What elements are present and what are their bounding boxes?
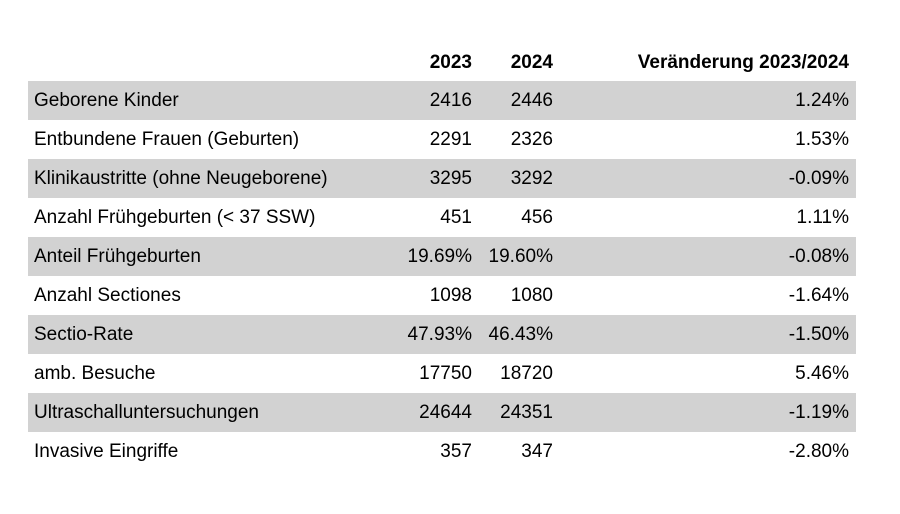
- value-change: -1.50%: [788, 323, 849, 345]
- value-2024: 456: [521, 206, 553, 228]
- value-2023: 2291: [429, 128, 472, 150]
- value-2024: 2326: [510, 128, 553, 150]
- row-label: Ultraschalluntersuchungen: [34, 401, 259, 423]
- table-row: Klinikaustritte (ohne Neugeborene) 3295 …: [28, 159, 856, 198]
- value-change: -0.09%: [788, 167, 849, 189]
- table-row: Invasive Eingriffe 357 347 -2.80%: [28, 432, 856, 471]
- value-2023: 3295: [429, 167, 472, 189]
- row-label: Entbundene Frauen (Geburten): [34, 128, 300, 150]
- value-2024: 18720: [500, 362, 553, 384]
- value-2024: 2446: [510, 89, 553, 111]
- value-change: -1.19%: [788, 401, 849, 423]
- value-change: 1.53%: [795, 128, 849, 150]
- value-change: -1.64%: [788, 284, 849, 306]
- value-2024: 347: [521, 440, 553, 462]
- value-2023: 19.69%: [407, 245, 472, 267]
- value-2023: 1098: [429, 284, 472, 306]
- column-header-2023: 2023: [429, 52, 472, 73]
- table-row: Geborene Kinder 2416 2446 1.24%: [28, 81, 856, 120]
- value-2024: 46.43%: [488, 323, 553, 345]
- value-2023: 24644: [419, 401, 472, 423]
- table-row: Entbundene Frauen (Geburten) 2291 2326 1…: [28, 120, 856, 159]
- value-2024: 3292: [510, 167, 553, 189]
- table-row: Anteil Frühgeburten 19.69% 19.60% -0.08%: [28, 237, 856, 276]
- table-row: amb. Besuche 17750 18720 5.46%: [28, 354, 856, 393]
- column-header-2024: 2024: [510, 52, 553, 73]
- table-row: Anzahl Sectiones 1098 1080 -1.64%: [28, 276, 856, 315]
- value-change: 1.11%: [796, 206, 849, 228]
- value-2023: 2416: [429, 89, 472, 111]
- value-2024: 1080: [510, 284, 553, 306]
- value-2023: 47.93%: [407, 323, 472, 345]
- value-2024: 24351: [500, 401, 553, 423]
- value-change: 5.46%: [795, 362, 849, 384]
- row-label: Geborene Kinder: [34, 89, 179, 111]
- table-body: Geborene Kinder 2416 2446 1.24% Entbunde…: [28, 81, 856, 471]
- row-label: Klinikaustritte (ohne Neugeborene): [34, 167, 328, 189]
- row-label: Anteil Frühgeburten: [34, 245, 201, 267]
- table-row: Anzahl Frühgeburten (< 37 SSW) 451 456 1…: [28, 198, 856, 237]
- value-2023: 357: [440, 440, 472, 462]
- table-header-row: 2023 2024 Veränderung 2023/2024: [28, 45, 856, 81]
- statistics-table: 2023 2024 Veränderung 2023/2024 Geborene…: [28, 45, 856, 471]
- value-change: -2.80%: [788, 440, 849, 462]
- row-label: Anzahl Frühgeburten (< 37 SSW): [34, 206, 316, 228]
- table-row: Ultraschalluntersuchungen 24644 24351 -1…: [28, 393, 856, 432]
- value-2024: 19.60%: [488, 245, 553, 267]
- row-label: Sectio-Rate: [34, 323, 134, 345]
- table-row: Sectio-Rate 47.93% 46.43% -1.50%: [28, 315, 856, 354]
- row-label: Invasive Eingriffe: [34, 440, 179, 462]
- column-header-change: Veränderung 2023/2024: [637, 52, 849, 73]
- row-label: Anzahl Sectiones: [34, 284, 181, 306]
- value-change: 1.24%: [795, 89, 849, 111]
- value-2023: 17750: [419, 362, 472, 384]
- row-label: amb. Besuche: [34, 362, 156, 384]
- value-2023: 451: [440, 206, 472, 228]
- value-change: -0.08%: [788, 245, 849, 267]
